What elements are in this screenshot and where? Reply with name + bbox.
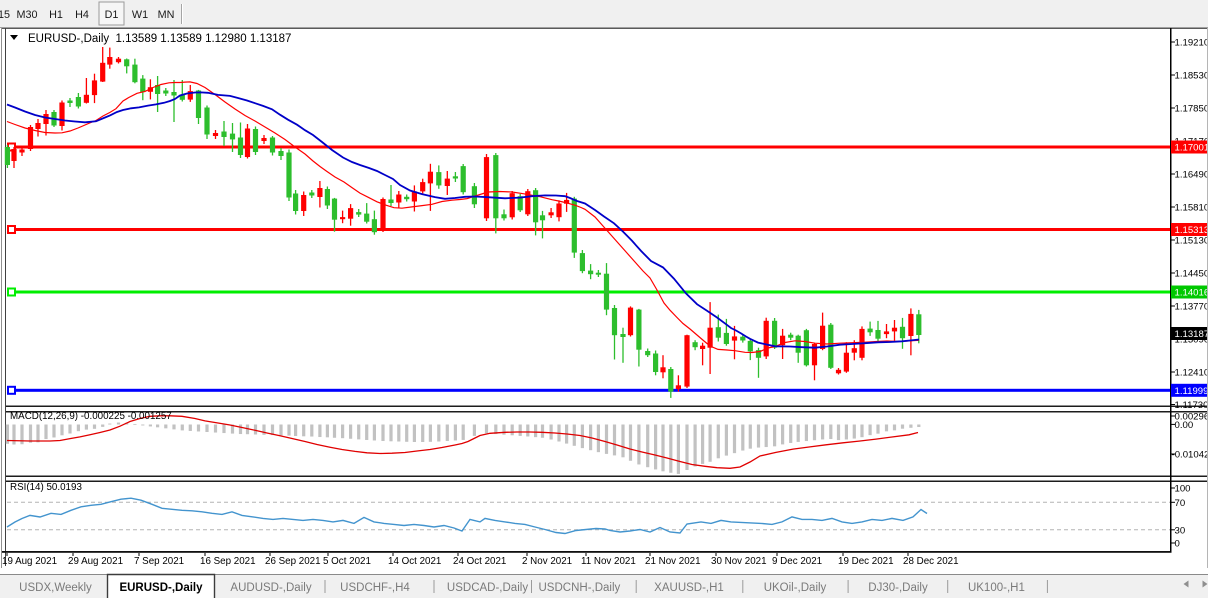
svg-text:MACD(12,26,9) -0.000225 -0.001: MACD(12,26,9) -0.000225 -0.001257 — [10, 411, 172, 422]
svg-text:EURUSD-,Daily: EURUSD-,Daily — [119, 582, 203, 594]
svg-text:19 Aug 2021: 19 Aug 2021 — [2, 556, 57, 567]
svg-text:DJ30-,Daily: DJ30-,Daily — [868, 582, 928, 594]
svg-text:RSI(14) 50.0193: RSI(14) 50.0193 — [10, 482, 82, 493]
svg-text:USDCAD-,Daily: USDCAD-,Daily — [447, 582, 528, 594]
svg-text:USDCHF-,H4: USDCHF-,H4 — [340, 582, 410, 594]
svg-text:0.002966: 0.002966 — [1175, 412, 1208, 423]
svg-text:16 Sep 2021: 16 Sep 2021 — [200, 556, 256, 567]
svg-text:70: 70 — [1175, 498, 1186, 509]
svg-text:W1: W1 — [132, 9, 148, 21]
svg-text:1.17001: 1.17001 — [1175, 143, 1208, 154]
svg-text:M30: M30 — [16, 9, 37, 21]
svg-text:21 Nov 2021: 21 Nov 2021 — [645, 556, 701, 567]
svg-text:EURUSD-,Daily 1.13589 1.13589: EURUSD-,Daily 1.13589 1.13589 1.12980 1.… — [28, 33, 291, 45]
svg-text:26 Sep 2021: 26 Sep 2021 — [265, 556, 321, 567]
svg-text:30 Nov 2021: 30 Nov 2021 — [711, 556, 767, 567]
svg-text:11 Nov 2021: 11 Nov 2021 — [581, 556, 636, 567]
svg-text:1.14450: 1.14450 — [1175, 269, 1208, 280]
svg-text:30: 30 — [1175, 525, 1186, 536]
svg-text:14 Oct 2021: 14 Oct 2021 — [388, 556, 441, 567]
svg-text:USDX,Weekly: USDX,Weekly — [19, 582, 92, 594]
svg-text:1.15313: 1.15313 — [1175, 225, 1208, 236]
svg-text:USDCNH-,Daily: USDCNH-,Daily — [539, 582, 621, 594]
svg-text:5 Oct 2021: 5 Oct 2021 — [323, 556, 371, 567]
svg-text:-0.01042: -0.01042 — [1172, 450, 1208, 461]
svg-text:1.19210: 1.19210 — [1175, 38, 1208, 49]
svg-text:XAUUSD-,H1: XAUUSD-,H1 — [654, 582, 724, 594]
svg-text:1.11730: 1.11730 — [1175, 400, 1208, 411]
svg-text:24 Oct 2021: 24 Oct 2021 — [453, 556, 506, 567]
svg-text:H4: H4 — [75, 9, 89, 21]
svg-text:0.00: 0.00 — [1175, 420, 1194, 431]
svg-text:19 Dec 2021: 19 Dec 2021 — [838, 556, 894, 567]
svg-text:2 Nov 2021: 2 Nov 2021 — [522, 556, 572, 567]
svg-text:0: 0 — [1175, 539, 1180, 550]
svg-text:1.12410: 1.12410 — [1175, 368, 1208, 379]
svg-text:28 Dec 2021: 28 Dec 2021 — [903, 556, 959, 567]
svg-text:H1: H1 — [49, 9, 63, 21]
svg-text:7 Sep 2021: 7 Sep 2021 — [134, 556, 184, 567]
svg-text:15: 15 — [0, 9, 10, 21]
svg-text:29 Aug 2021: 29 Aug 2021 — [68, 556, 123, 567]
svg-text:1.11999: 1.11999 — [1175, 386, 1208, 397]
svg-text:1.14016: 1.14016 — [1175, 288, 1208, 299]
svg-text:1.13770: 1.13770 — [1175, 302, 1208, 313]
svg-text:1.16490: 1.16490 — [1175, 170, 1208, 181]
svg-text:100: 100 — [1175, 484, 1191, 495]
svg-text:MN: MN — [158, 9, 175, 21]
svg-text:1.13187: 1.13187 — [1175, 329, 1208, 340]
svg-text:AUDUSD-,Daily: AUDUSD-,Daily — [230, 582, 311, 594]
svg-text:UKOil-,Daily: UKOil-,Daily — [764, 582, 827, 594]
svg-text:D1: D1 — [105, 9, 119, 21]
svg-text:9 Dec 2021: 9 Dec 2021 — [772, 556, 822, 567]
svg-text:1.18530: 1.18530 — [1175, 71, 1208, 82]
svg-text:1.15810: 1.15810 — [1175, 203, 1208, 214]
svg-text:UK100-,H1: UK100-,H1 — [968, 582, 1025, 594]
svg-text:1.15130: 1.15130 — [1175, 236, 1208, 247]
svg-text:1.17850: 1.17850 — [1175, 104, 1208, 115]
